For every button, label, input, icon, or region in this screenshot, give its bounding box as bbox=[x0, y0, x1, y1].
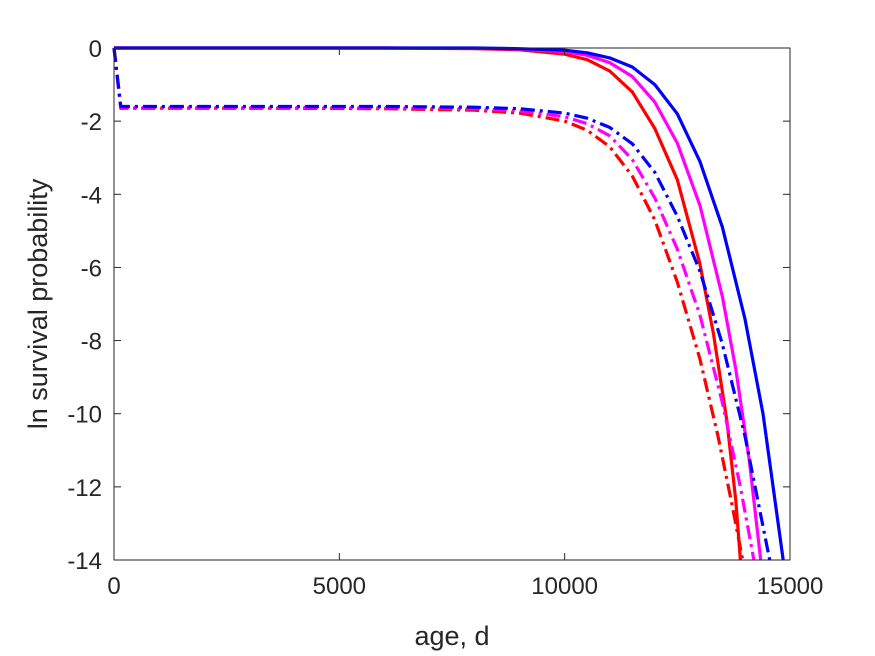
y-tick-label: -4 bbox=[81, 182, 102, 209]
y-tick-label: 0 bbox=[89, 36, 102, 63]
series-line-6 bbox=[112, 47, 772, 561]
x-tick-label: 10000 bbox=[531, 573, 598, 600]
axes-box bbox=[113, 47, 791, 561]
x-tick-label: 15000 bbox=[757, 573, 824, 600]
y-tick-label: -6 bbox=[81, 255, 102, 282]
y-tick-label: -12 bbox=[67, 475, 102, 502]
ticks-group: 0 5000 10000 15000 0 -2 -4 -6 -8 -10 -12 -14 bbox=[67, 36, 823, 600]
x-tick-label: 0 bbox=[107, 573, 120, 600]
plot-area bbox=[114, 48, 790, 560]
series-line-4 bbox=[112, 47, 745, 561]
y-tick-label: -8 bbox=[81, 329, 102, 356]
y-tick-label: -14 bbox=[67, 548, 102, 575]
series-line-5 bbox=[112, 47, 756, 561]
x-axis-label: age, d bbox=[414, 621, 489, 651]
y-tick-label: -10 bbox=[67, 402, 102, 429]
y-axis-label: ln survival probability bbox=[23, 178, 53, 429]
x-tick-label: 5000 bbox=[313, 573, 366, 600]
y-tick-label: -2 bbox=[81, 109, 102, 136]
